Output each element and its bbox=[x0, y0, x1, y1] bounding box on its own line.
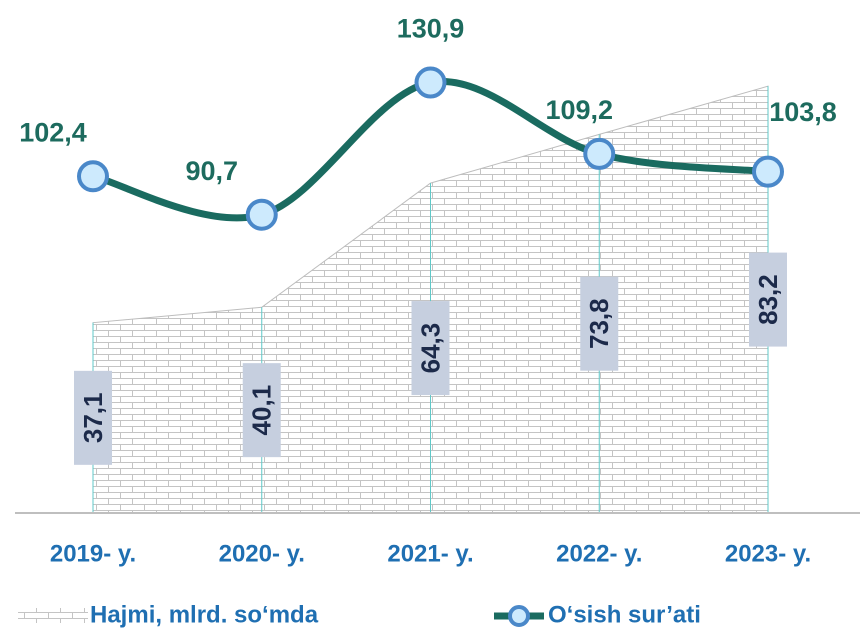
marker bbox=[752, 155, 784, 188]
label-bg bbox=[411, 301, 450, 396]
x-tick-label: 2020- y. bbox=[219, 540, 305, 567]
value-label: 103,8 bbox=[769, 97, 837, 127]
value-label: 40,1 bbox=[247, 385, 277, 436]
value-label: 90,7 bbox=[185, 156, 238, 186]
value-label: 102,4 bbox=[19, 117, 87, 147]
x-tick-label: 2022- y. bbox=[556, 540, 642, 567]
legend-label: O‘sish sur’ati bbox=[548, 601, 701, 628]
marker bbox=[245, 198, 278, 231]
x-tick-label: 2021- y. bbox=[387, 540, 473, 567]
x-tick-label: 2019- y. bbox=[50, 540, 136, 567]
label-bg bbox=[242, 363, 281, 458]
value-label: 130,9 bbox=[397, 14, 465, 44]
value-label-box: 37,1 bbox=[74, 370, 112, 465]
x-tick-label: 2023- y. bbox=[725, 540, 811, 567]
label-bg bbox=[749, 252, 787, 347]
legend-swatch bbox=[18, 608, 88, 623]
value-label: 109,2 bbox=[545, 95, 613, 125]
value-label: 73,8 bbox=[584, 298, 614, 349]
value-label-box: 83,2 bbox=[749, 252, 787, 347]
label-bg bbox=[580, 276, 619, 371]
value-label-box: 64,3 bbox=[411, 301, 450, 396]
legend-marker bbox=[508, 605, 530, 627]
value-label-box: 73,8 bbox=[580, 276, 619, 371]
marker bbox=[414, 66, 447, 99]
value-label: 37,1 bbox=[78, 393, 108, 444]
label-bg bbox=[74, 370, 112, 465]
marker bbox=[77, 160, 109, 193]
marker bbox=[583, 137, 616, 170]
legend-label: Hajmi, mlrd. so‘mda bbox=[90, 601, 319, 628]
value-label-box: 40,1 bbox=[242, 363, 281, 458]
value-label: 83,2 bbox=[753, 274, 783, 325]
value-label: 64,3 bbox=[415, 323, 445, 374]
